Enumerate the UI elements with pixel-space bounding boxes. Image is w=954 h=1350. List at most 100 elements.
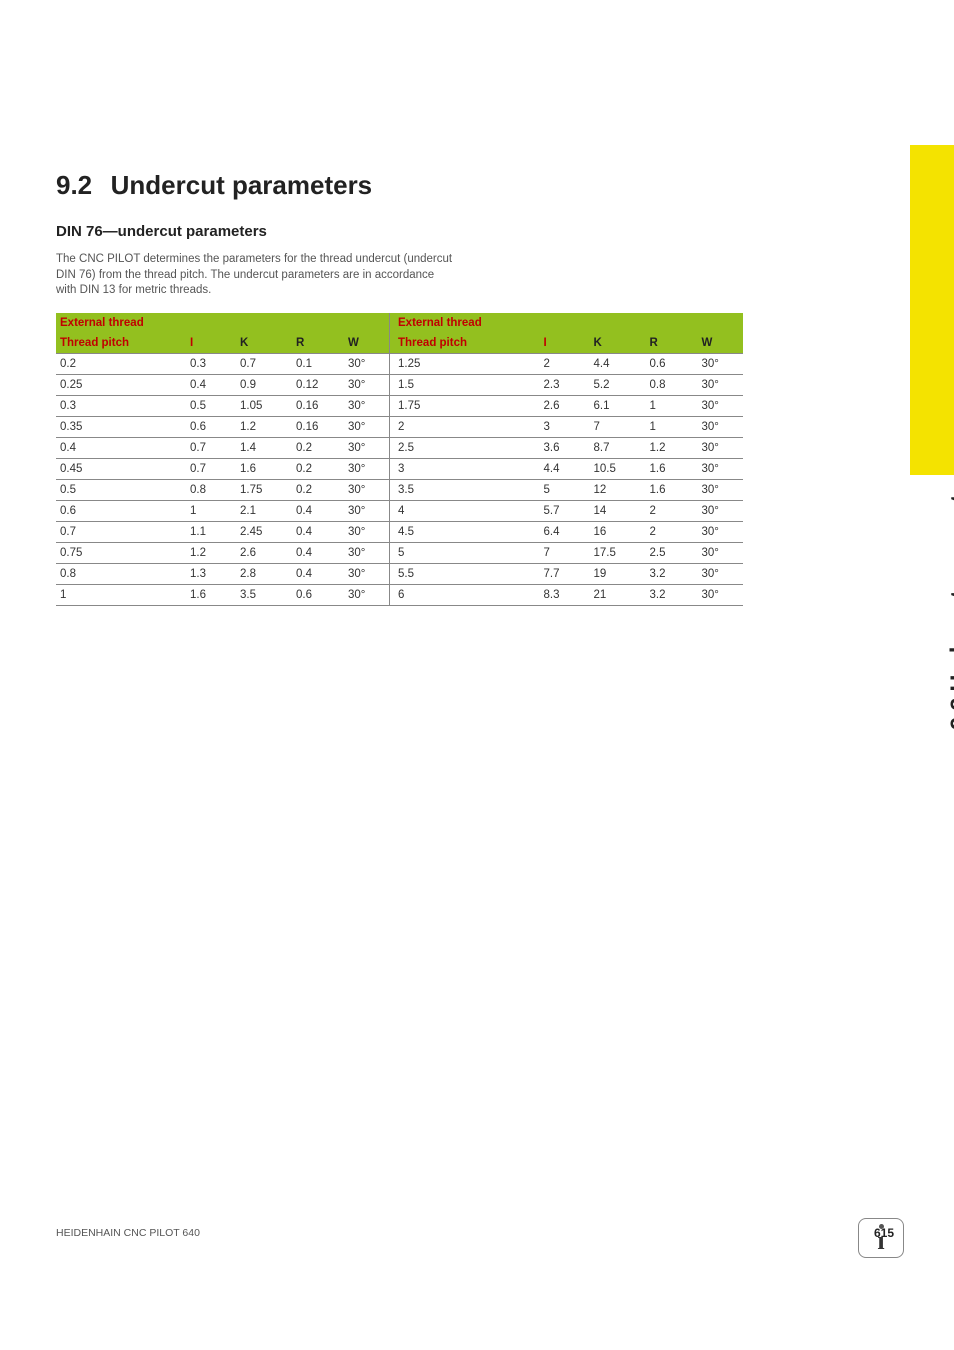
table-row: 0.751.22.60.430° (56, 542, 389, 563)
table-cell: 30° (698, 521, 743, 542)
table-cell: 30° (344, 395, 389, 416)
table-cell: 21 (590, 584, 646, 605)
table-cell: 30° (344, 542, 389, 563)
table-cell: 2.1 (236, 500, 292, 521)
table-cell: 3.2 (646, 563, 698, 584)
table-cell: 0.16 (292, 416, 344, 437)
table-cell: 0.45 (56, 458, 186, 479)
table-row: 1.2524.40.630° (390, 353, 743, 374)
table-cell: 1 (646, 395, 698, 416)
table-row: 0.612.10.430° (56, 500, 389, 521)
table-cell: 30° (344, 563, 389, 584)
table-cell: 1.25 (390, 353, 540, 374)
table-cell: 2.5 (390, 437, 540, 458)
table-cell: 5 (540, 479, 590, 500)
table-cell: 6 (390, 584, 540, 605)
table-cell: 2 (540, 353, 590, 374)
table-row: 0.450.71.60.230° (56, 458, 389, 479)
table-cell: 0.7 (186, 458, 236, 479)
table-cell: 0.4 (292, 542, 344, 563)
table-row: 0.30.51.050.1630° (56, 395, 389, 416)
col-header-pitch: Thread pitch (56, 333, 186, 354)
table-header-main: External thread (390, 313, 743, 333)
table-cell: 2.3 (540, 374, 590, 395)
footer-product: HEIDENHAIN CNC PILOT 640 (56, 1227, 200, 1239)
table-cell: 1.2 (646, 437, 698, 458)
table-cell: 1.6 (646, 458, 698, 479)
table-row: 0.20.30.70.130° (56, 353, 389, 374)
table-cell: 4 (390, 500, 540, 521)
table-row: 0.71.12.450.430° (56, 521, 389, 542)
table-row: 4.56.416230° (390, 521, 743, 542)
table-cell: 5.5 (390, 563, 540, 584)
table-row: 0.250.40.90.1230° (56, 374, 389, 395)
col-header-i: I (186, 333, 236, 354)
table-cell: 10.5 (590, 458, 646, 479)
table-cell: 30° (344, 584, 389, 605)
col-header-w: W (698, 333, 743, 354)
table-cell: 1.05 (236, 395, 292, 416)
table-cell: 1.4 (236, 437, 292, 458)
table-cell: 0.75 (56, 542, 186, 563)
table-cell: 30° (698, 479, 743, 500)
side-tab (910, 145, 954, 475)
table-cell: 2.6 (236, 542, 292, 563)
table-cell: 0.5 (56, 479, 186, 500)
table-cell: 30° (344, 437, 389, 458)
table-row: 2.53.68.71.230° (390, 437, 743, 458)
page-content: 9.2 Undercut parameters DIN 76—undercut … (0, 0, 850, 606)
table-cell: 30° (698, 563, 743, 584)
table-cell: 30° (698, 500, 743, 521)
table-cell: 1.6 (236, 458, 292, 479)
table-cell: 3.2 (646, 584, 698, 605)
table-row: 237130° (390, 416, 743, 437)
table-cell: 0.2 (56, 353, 186, 374)
external-thread-table-right: External thread Thread pitch I K R W 1.2… (389, 313, 743, 606)
table-cell: 1 (56, 584, 186, 605)
table-cell: 0.6 (56, 500, 186, 521)
table-cell: 0.8 (56, 563, 186, 584)
table-row: 5.57.7193.230° (390, 563, 743, 584)
table-cell: 1 (186, 500, 236, 521)
table-cell: 0.7 (56, 521, 186, 542)
table-cell: 0.4 (292, 521, 344, 542)
table-cell: 0.2 (292, 479, 344, 500)
table-cell: 3.6 (540, 437, 590, 458)
table-cell: 5 (390, 542, 540, 563)
table-cell: 30° (698, 374, 743, 395)
table-row: 0.50.81.750.230° (56, 479, 389, 500)
table-row: 68.3213.230° (390, 584, 743, 605)
table-cell: 3.5 (390, 479, 540, 500)
table-cell: 0.9 (236, 374, 292, 395)
table-cell: 1 (646, 416, 698, 437)
table-cell: 0.25 (56, 374, 186, 395)
table-cell: 30° (344, 458, 389, 479)
table-cell: 30° (344, 479, 389, 500)
intro-paragraph: The CNC PILOT determines the parameters … (56, 252, 456, 299)
table-cell: 5.2 (590, 374, 646, 395)
table-cell: 0.12 (292, 374, 344, 395)
table-cell: 0.3 (186, 353, 236, 374)
table-cell: 2.6 (540, 395, 590, 416)
table-cell: 4.4 (590, 353, 646, 374)
tables-container: External thread Thread pitch I K R W 0.2… (56, 313, 846, 606)
col-header-k: K (590, 333, 646, 354)
table-cell: 30° (698, 584, 743, 605)
table-cell: 1.1 (186, 521, 236, 542)
table-row: 1.752.66.1130° (390, 395, 743, 416)
table-cell: 7 (540, 542, 590, 563)
table-cell: 7.7 (540, 563, 590, 584)
col-header-r: R (292, 333, 344, 354)
table-cell: 30° (698, 416, 743, 437)
table-cell: 30° (344, 374, 389, 395)
table-cell: 0.4 (292, 563, 344, 584)
section-heading: 9.2 Undercut parameters (56, 170, 790, 201)
col-header-r: R (646, 333, 698, 354)
external-thread-table-left: External thread Thread pitch I K R W 0.2… (56, 313, 389, 606)
table-cell: 8.3 (540, 584, 590, 605)
table-cell: 2 (646, 521, 698, 542)
table-cell: 0.6 (292, 584, 344, 605)
table-cell: 0.3 (56, 395, 186, 416)
table-cell: 0.2 (292, 458, 344, 479)
table-cell: 30° (698, 437, 743, 458)
